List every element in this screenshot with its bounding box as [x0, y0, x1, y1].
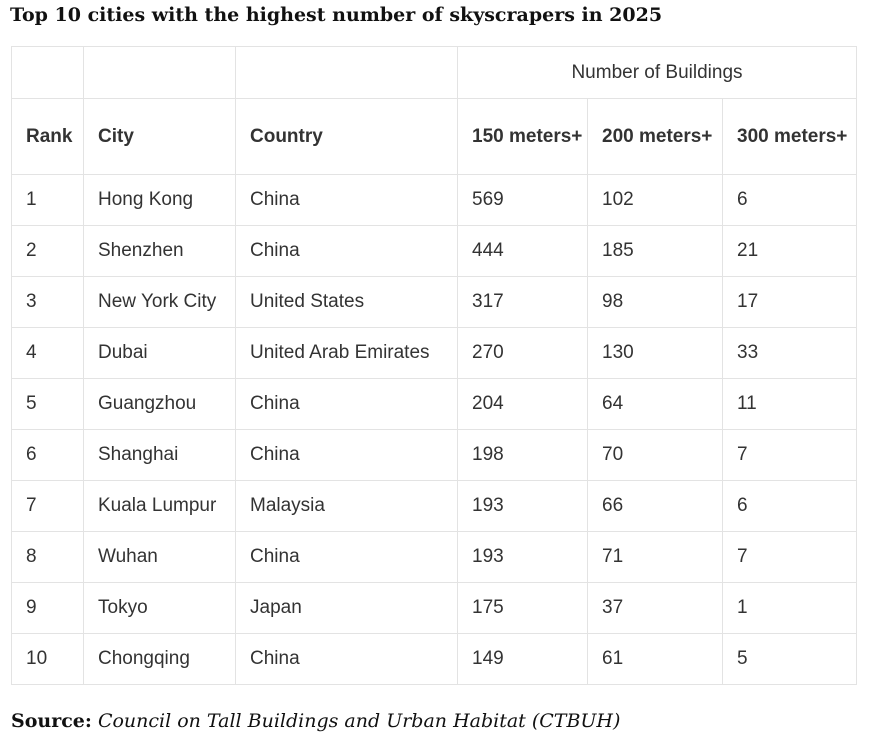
rank-cell: 7 — [11, 480, 84, 532]
b300-cell: 6 — [721, 480, 858, 532]
b300-cell: 6 — [721, 174, 858, 226]
country-cell: Malaysia — [235, 480, 458, 532]
table-group-header-row: Number of Buildings — [11, 46, 858, 99]
table-header-row: Rank City Country 150 meters+ 200 meters… — [11, 98, 858, 175]
country-cell: China — [235, 378, 458, 430]
country-cell: Japan — [235, 582, 458, 634]
source-text: Council on Tall Buildings and Urban Habi… — [97, 710, 621, 732]
country-cell: United Arab Emirates — [235, 327, 458, 379]
country-cell: China — [235, 174, 458, 226]
b200-cell: 70 — [587, 429, 723, 481]
rank-cell: 4 — [11, 327, 84, 379]
300m-header-label: 300 meters+ — [737, 125, 848, 147]
source-line: Source: Council on Tall Buildings and Ur… — [11, 710, 620, 732]
table-row: 9 Tokyo Japan 175 37 1 — [11, 582, 858, 634]
b300-cell: 11 — [721, 378, 858, 430]
b300-cell: 33 — [721, 327, 858, 379]
rank-cell: 2 — [11, 225, 84, 277]
150m-column-header: 150 meters+ — [457, 98, 588, 175]
b200-cell: 61 — [587, 633, 723, 685]
b200-cell: 185 — [587, 225, 723, 277]
empty-header-cell — [235, 46, 458, 99]
b300-cell: 5 — [721, 633, 858, 685]
rank-cell: 8 — [11, 531, 84, 583]
b200-cell: 102 — [587, 174, 723, 226]
country-column-header: Country — [235, 98, 458, 175]
b300-cell: 17 — [721, 276, 858, 328]
rank-cell: 1 — [11, 174, 84, 226]
city-cell: Kuala Lumpur — [83, 480, 236, 532]
table-row: 5 Guangzhou China 204 64 11 — [11, 378, 858, 430]
country-cell: United States — [235, 276, 458, 328]
b150-cell: 569 — [457, 174, 588, 226]
table-row: 1 Hong Kong China 569 102 6 — [11, 174, 858, 226]
200m-header-label: 200 meters+ — [602, 125, 713, 147]
table-row: 2 Shenzhen China 444 185 21 — [11, 225, 858, 277]
city-cell: Dubai — [83, 327, 236, 379]
b150-cell: 270 — [457, 327, 588, 379]
b300-cell: 1 — [721, 582, 858, 634]
city-cell: New York City — [83, 276, 236, 328]
150m-header-label: 150 meters+ — [472, 125, 583, 147]
b150-cell: 193 — [457, 480, 588, 532]
b150-cell: 175 — [457, 582, 588, 634]
city-cell: Chongqing — [83, 633, 236, 685]
rank-cell: 10 — [11, 633, 84, 685]
table-row: 6 Shanghai China 198 70 7 — [11, 429, 858, 481]
b150-cell: 193 — [457, 531, 588, 583]
b200-cell: 66 — [587, 480, 723, 532]
city-column-header: City — [83, 98, 236, 175]
rank-cell: 9 — [11, 582, 84, 634]
b200-cell: 37 — [587, 582, 723, 634]
city-cell: Hong Kong — [83, 174, 236, 226]
rank-cell: 3 — [11, 276, 84, 328]
table-row: 4 Dubai United Arab Emirates 270 130 33 — [11, 327, 858, 379]
country-cell: China — [235, 633, 458, 685]
rank-cell: 6 — [11, 429, 84, 481]
country-cell: China — [235, 429, 458, 481]
b300-cell: 7 — [721, 531, 858, 583]
page-title: Top 10 cities with the highest number of… — [10, 4, 663, 26]
table-row: 3 New York City United States 317 98 17 — [11, 276, 858, 328]
b150-cell: 198 — [457, 429, 588, 481]
empty-header-cell — [11, 46, 84, 99]
city-cell: Tokyo — [83, 582, 236, 634]
b150-cell: 149 — [457, 633, 588, 685]
country-cell: China — [235, 225, 458, 277]
city-cell: Shenzhen — [83, 225, 236, 277]
b200-cell: 98 — [587, 276, 723, 328]
b300-cell: 21 — [721, 225, 858, 277]
empty-header-cell — [83, 46, 236, 99]
200m-column-header: 200 meters+ — [587, 98, 723, 175]
city-cell: Shanghai — [83, 429, 236, 481]
b200-cell: 71 — [587, 531, 723, 583]
b150-cell: 317 — [457, 276, 588, 328]
skyscrapers-table: Number of Buildings Rank City Country 15… — [11, 46, 858, 685]
300m-column-header: 300 meters+ — [721, 98, 858, 175]
b200-cell: 130 — [587, 327, 723, 379]
table-row: 10 Chongqing China 149 61 5 — [11, 633, 858, 685]
table-row: 8 Wuhan China 193 71 7 — [11, 531, 858, 583]
rank-cell: 5 — [11, 378, 84, 430]
b150-cell: 204 — [457, 378, 588, 430]
city-cell: Guangzhou — [83, 378, 236, 430]
source-label: Source: — [11, 710, 92, 732]
table-row: 7 Kuala Lumpur Malaysia 193 66 6 — [11, 480, 858, 532]
number-of-buildings-header: Number of Buildings — [456, 46, 858, 99]
b150-cell: 444 — [457, 225, 588, 277]
b200-cell: 64 — [587, 378, 723, 430]
b300-cell: 7 — [721, 429, 858, 481]
rank-column-header: Rank — [11, 98, 84, 175]
city-cell: Wuhan — [83, 531, 236, 583]
country-cell: China — [235, 531, 458, 583]
